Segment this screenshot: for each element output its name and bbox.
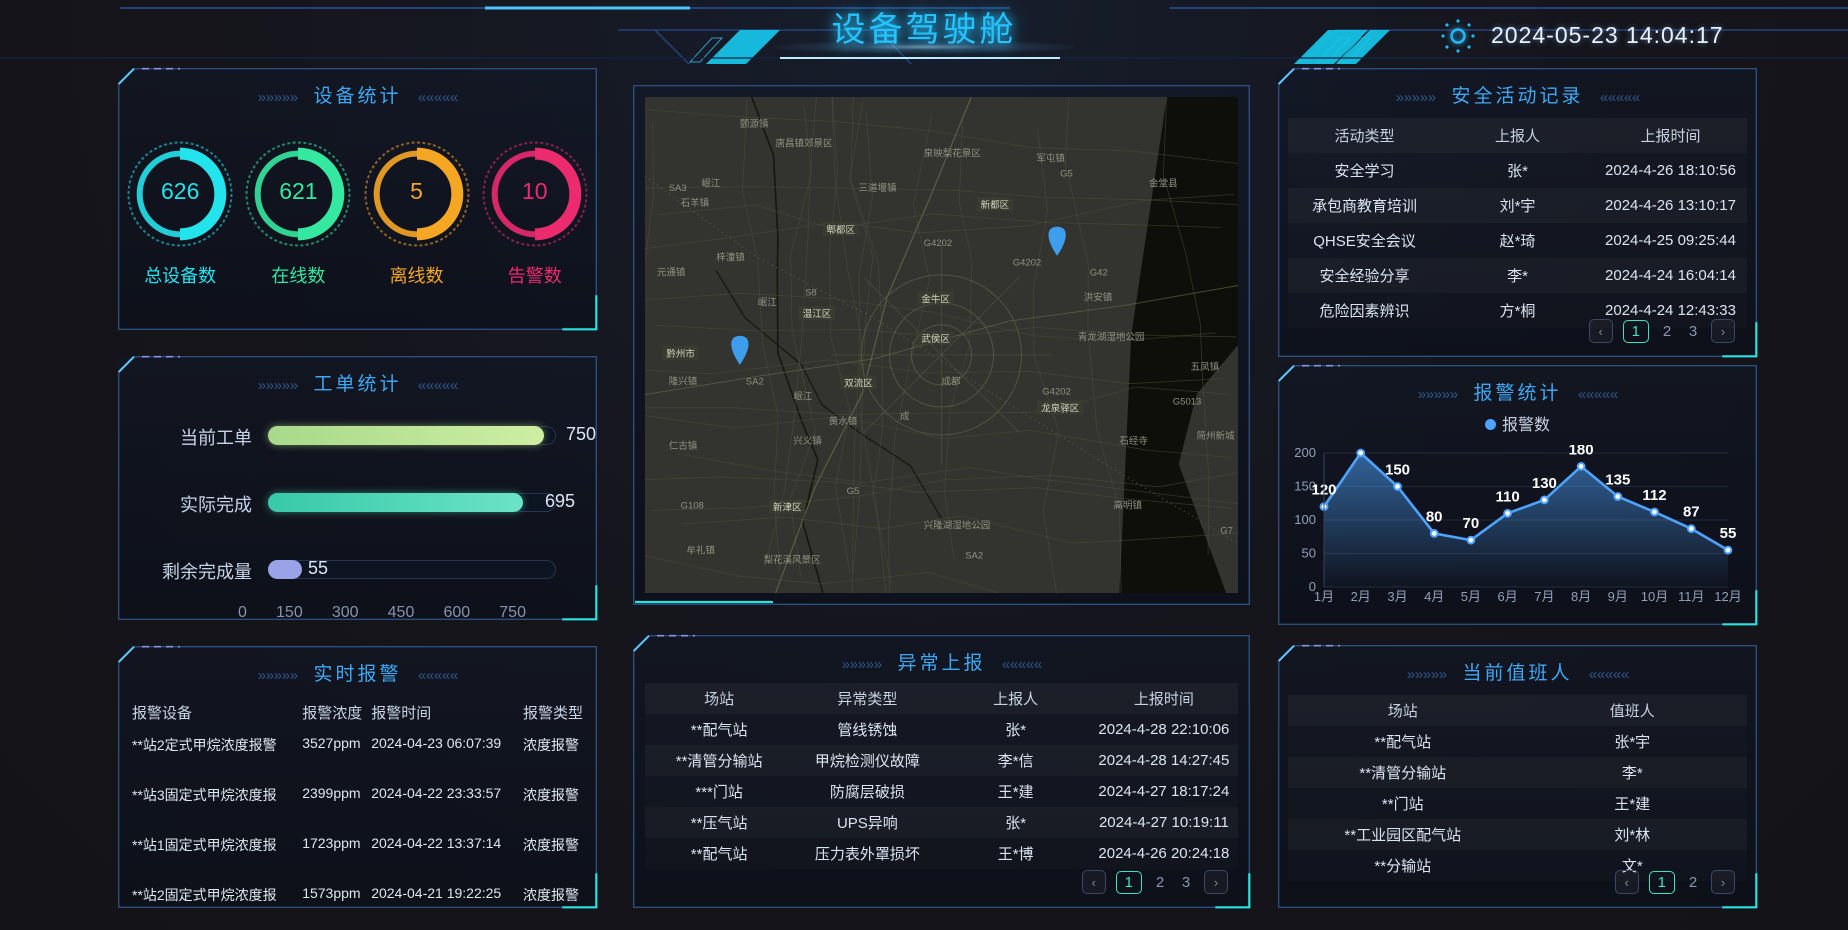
- svg-text:3月: 3月: [1387, 589, 1407, 604]
- svg-text:9月: 9月: [1608, 589, 1628, 604]
- svg-text:4月: 4月: [1424, 589, 1444, 604]
- svg-text:G5: G5: [1060, 168, 1073, 179]
- svg-text:G5013: G5013: [1173, 397, 1202, 408]
- svg-text:成都: 成都: [942, 376, 962, 388]
- svg-text:唐昌镇郊景区: 唐昌镇郊景区: [776, 138, 834, 150]
- svg-text:梨花溪风景区: 梨花溪风景区: [764, 554, 822, 566]
- svg-text:80: 80: [1426, 508, 1443, 525]
- svg-text:兴隆湖湿地公园: 兴隆湖湿地公园: [924, 520, 991, 532]
- svg-text:牟礼镇: 牟礼镇: [687, 544, 716, 556]
- svg-text:石经寺: 石经寺: [1119, 435, 1148, 447]
- svg-text:金堂县: 金堂县: [1149, 177, 1178, 189]
- svg-text:200: 200: [1294, 445, 1316, 460]
- svg-text:三道堰镇: 三道堰镇: [859, 182, 898, 194]
- svg-text:6月: 6月: [1497, 589, 1517, 604]
- svg-text:G4202: G4202: [1042, 387, 1071, 398]
- svg-text:洪安镇: 洪安镇: [1084, 291, 1113, 303]
- svg-text:G42: G42: [1090, 268, 1108, 279]
- svg-text:5月: 5月: [1461, 589, 1481, 604]
- svg-text:100: 100: [1294, 512, 1316, 527]
- svg-text:2月: 2月: [1351, 589, 1371, 604]
- svg-text:SA2: SA2: [965, 550, 983, 561]
- svg-text:元通镇: 元通镇: [657, 267, 686, 279]
- svg-text:8月: 8月: [1571, 589, 1591, 604]
- svg-text:G4202: G4202: [1013, 258, 1042, 269]
- svg-text:S8: S8: [805, 287, 817, 298]
- svg-text:温江区: 温江区: [803, 309, 832, 320]
- svg-text:G5: G5: [847, 486, 860, 497]
- svg-text:1月: 1月: [1314, 589, 1334, 604]
- svg-text:梓潼镇: 梓潼镇: [716, 252, 745, 264]
- svg-text:87: 87: [1683, 504, 1700, 521]
- svg-text:黔州市: 黔州市: [666, 348, 695, 360]
- svg-text:G108: G108: [681, 501, 704, 512]
- svg-text:郫都区: 郫都区: [826, 224, 855, 236]
- svg-text:龙泉驿区: 龙泉驿区: [1041, 403, 1080, 415]
- svg-text:112: 112: [1642, 487, 1666, 504]
- svg-text:SA3: SA3: [669, 183, 687, 194]
- svg-text:SA2: SA2: [746, 377, 764, 388]
- svg-text:7月: 7月: [1534, 589, 1554, 604]
- svg-text:10月: 10月: [1641, 589, 1668, 604]
- svg-text:泉映梨花景区: 泉映梨花景区: [924, 148, 982, 160]
- svg-text:简州新城: 简州新城: [1197, 430, 1236, 442]
- svg-text:石羊镇: 石羊镇: [681, 197, 710, 209]
- svg-text:110: 110: [1495, 488, 1519, 505]
- svg-text:岷江: 岷江: [758, 297, 778, 308]
- svg-text:隆兴镇: 隆兴镇: [669, 376, 698, 388]
- svg-text:青龙湖湿地公园: 青龙湖湿地公园: [1078, 331, 1145, 343]
- svg-text:兴义镇: 兴义镇: [793, 435, 822, 447]
- svg-text:50: 50: [1302, 546, 1316, 561]
- svg-text:11月: 11月: [1678, 589, 1705, 604]
- svg-text:G7: G7: [1220, 526, 1233, 537]
- svg-text:12月: 12月: [1714, 589, 1741, 604]
- svg-text:岷江: 岷江: [793, 392, 813, 403]
- svg-text:135: 135: [1605, 472, 1630, 489]
- svg-text:岷江: 岷江: [701, 178, 721, 189]
- svg-text:五凤镇: 五凤镇: [1191, 361, 1220, 373]
- svg-text:黄水镇: 黄水镇: [829, 415, 858, 427]
- svg-text:55: 55: [1720, 525, 1737, 542]
- svg-text:金牛区: 金牛区: [921, 293, 950, 305]
- svg-text:成: 成: [900, 410, 910, 422]
- svg-text:新都区: 新都区: [981, 199, 1010, 211]
- svg-text:双流区: 双流区: [844, 378, 873, 390]
- svg-text:新津区: 新津区: [773, 502, 802, 514]
- svg-text:武侯区: 武侯区: [921, 333, 950, 345]
- svg-text:军屯镇: 军屯镇: [1036, 153, 1065, 165]
- svg-text:150: 150: [1385, 462, 1410, 479]
- svg-text:高明镇: 高明镇: [1114, 500, 1143, 512]
- svg-text:180: 180: [1569, 445, 1594, 458]
- svg-text:颤源镇: 颤源镇: [740, 118, 769, 130]
- svg-text:130: 130: [1532, 475, 1557, 492]
- svg-text:G4202: G4202: [924, 238, 953, 249]
- svg-text:仁古镇: 仁古镇: [669, 440, 698, 452]
- svg-text:70: 70: [1463, 515, 1480, 532]
